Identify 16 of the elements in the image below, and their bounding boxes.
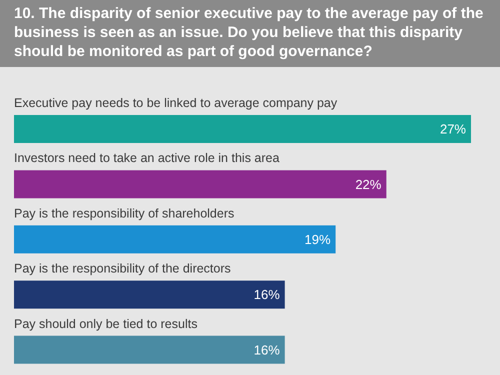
bar <box>14 280 285 309</box>
y-tick-label: Investors need to take an active role in this area <box>14 151 280 166</box>
data-label: 22% <box>355 176 382 192</box>
bar <box>14 336 285 364</box>
bar <box>14 170 386 198</box>
chart-title: 10. The disparity of senior executive pay to the average pay of the business is seen as an issue. Do you believe that this disparity should be monitored as part of good governance? <box>0 0 500 67</box>
data-label: 19% <box>304 232 332 248</box>
data-label: 16% <box>254 342 280 358</box>
bar <box>14 225 336 254</box>
y-tick-label: Executive pay needs to be linked to average company pay <box>14 96 338 110</box>
data-label: 27% <box>440 122 466 137</box>
y-tick-label: Pay is the responsibility of shareholders <box>14 206 234 220</box>
y-tick-label: Pay is the responsibility of the directors <box>14 262 231 276</box>
bar <box>14 115 471 143</box>
y-tick-label: Pay should only be tied to results <box>14 316 198 331</box>
data-label: 16% <box>254 287 280 302</box>
